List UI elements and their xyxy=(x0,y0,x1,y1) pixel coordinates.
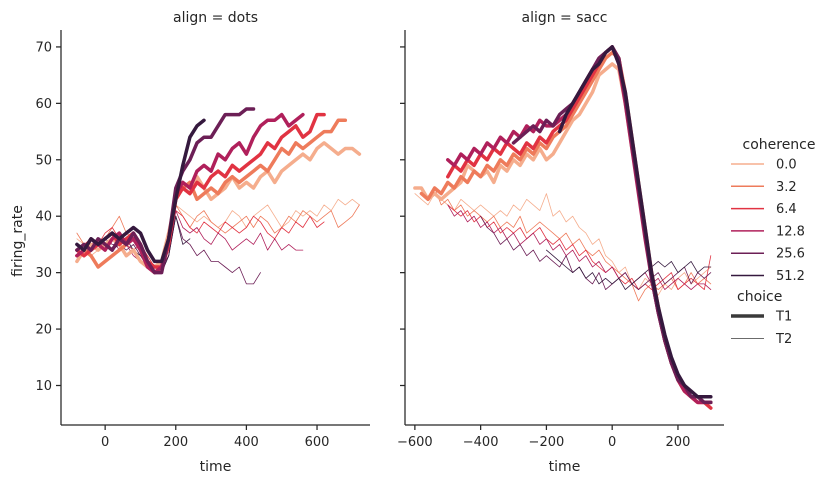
y-tick-label: 40 xyxy=(35,210,52,225)
x-tick-label: −400 xyxy=(463,435,499,450)
x-tick-label: 0 xyxy=(101,435,109,450)
legend-label: T2 xyxy=(775,332,792,347)
x-axis-label: time xyxy=(549,459,581,475)
y-tick-label: 20 xyxy=(35,323,52,338)
facet-align-dots: align = dots 10 20 30 40 50 60 70 0 200 400 600 time xyxy=(35,10,370,475)
series-line-0-0-t2 xyxy=(414,193,712,296)
legend-label: 3.2 xyxy=(776,180,797,195)
legend-title-choice: choice xyxy=(737,289,782,305)
y-tick-label: 50 xyxy=(35,153,52,168)
x-axis-label: time xyxy=(200,459,232,475)
facet-align-sacc: align = sacc −600 −400 −200 0 200 time xyxy=(397,10,724,475)
legend-label: 6.4 xyxy=(776,202,797,217)
legend-label: T1 xyxy=(775,310,792,325)
legend-label: 25.6 xyxy=(776,247,805,262)
series-line-3-2-t2 xyxy=(420,187,712,302)
y-axis-label: firing_rate xyxy=(10,205,26,277)
x-tick-label: −600 xyxy=(397,435,433,450)
series-line-12-8-t2 xyxy=(447,204,712,291)
x-tick-label: 0 xyxy=(608,435,616,450)
series-line-3-2-t2 xyxy=(76,204,360,268)
x-tick-label: 200 xyxy=(163,435,188,450)
legend-title-coherence: coherence xyxy=(743,137,816,153)
series-line-51-2-t2 xyxy=(546,249,712,291)
series-line-3-2-t1 xyxy=(75,118,348,275)
series-line-51-2-t1 xyxy=(75,118,206,264)
x-tick-label: 600 xyxy=(305,435,330,450)
facet-title: align = dots xyxy=(173,10,258,26)
legend-label: 51.2 xyxy=(776,269,805,284)
y-tick-label: 30 xyxy=(35,266,52,281)
series-line-51-2-t1 xyxy=(557,45,713,399)
x-tick-label: −200 xyxy=(529,435,565,450)
y-tick-label: 70 xyxy=(35,40,52,55)
x-tick-label: 400 xyxy=(234,435,259,450)
x-tick-label: 200 xyxy=(666,435,691,450)
y-tick-label: 60 xyxy=(35,97,52,112)
legend-label: 0.0 xyxy=(776,158,797,173)
legend-label: 12.8 xyxy=(776,224,805,239)
series-line-6-4-t2 xyxy=(447,204,712,291)
legend: coherence 0.0 3.2 6.4 12.8 25.6 51.2 choice T1 T2 xyxy=(731,137,816,347)
y-tick-label: 10 xyxy=(35,379,52,394)
facet-title: align = sacc xyxy=(521,10,607,26)
